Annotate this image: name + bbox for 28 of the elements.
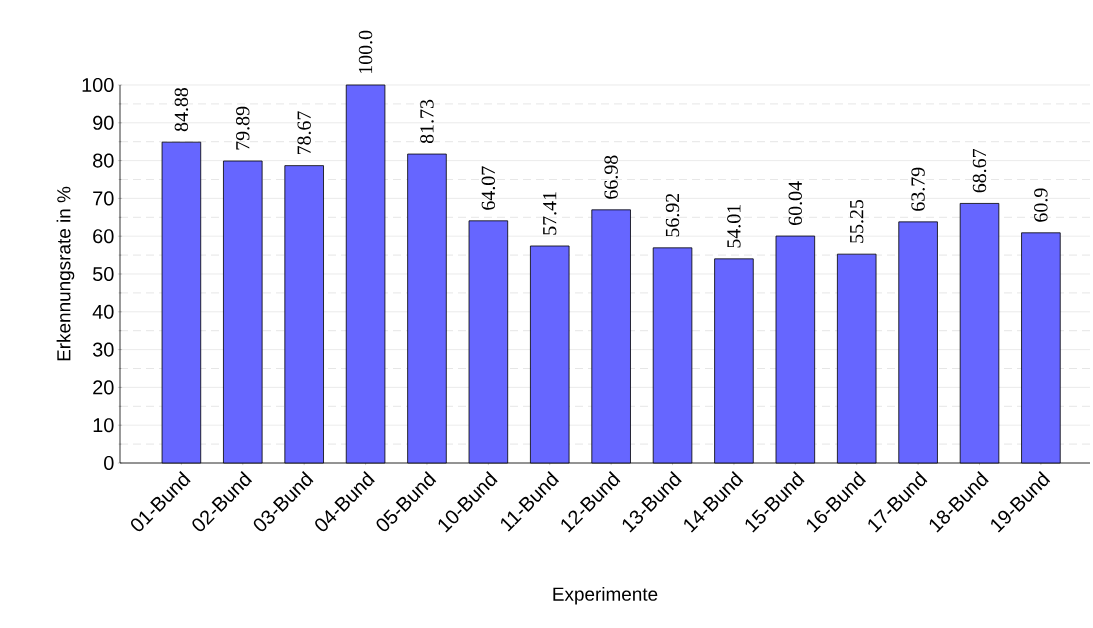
data-label: 64.07 <box>481 166 496 210</box>
y-axis-title: Erkennungsrate in % <box>56 186 75 361</box>
data-label: 79.89 <box>236 106 250 150</box>
data-label: 78.67 <box>297 111 311 155</box>
y-tick-label: 60 <box>93 229 114 244</box>
data-label: 100.0 <box>358 30 373 74</box>
y-tick-label: 10 <box>93 418 114 433</box>
data-label: 60.9 <box>1034 188 1048 222</box>
y-tick-label: 30 <box>92 342 114 357</box>
y-tick-label: 90 <box>93 115 114 130</box>
y-tick-label: 80 <box>93 153 114 168</box>
x-axis-title: Experimente <box>553 586 658 605</box>
data-label: 55.25 <box>849 199 864 243</box>
data-label: 57.41 <box>543 192 557 235</box>
y-tick-label: 40 <box>92 304 114 319</box>
data-label: 54.01 <box>727 205 741 248</box>
y-tick-label: 20 <box>93 380 114 395</box>
data-label: 63.79 <box>911 167 925 211</box>
data-label: 66.98 <box>604 155 618 199</box>
y-tick-label: 100 <box>82 77 114 93</box>
y-tick-label: 0 <box>104 455 114 471</box>
data-label: 60.04 <box>788 181 803 225</box>
data-label: 56.92 <box>665 193 680 237</box>
y-tick-label: 70 <box>93 191 114 206</box>
data-label: 68.67 <box>972 148 987 193</box>
data-label: 84.88 <box>174 87 189 132</box>
data-label: 81.73 <box>420 99 434 144</box>
y-tick-label: 50 <box>92 266 114 282</box>
